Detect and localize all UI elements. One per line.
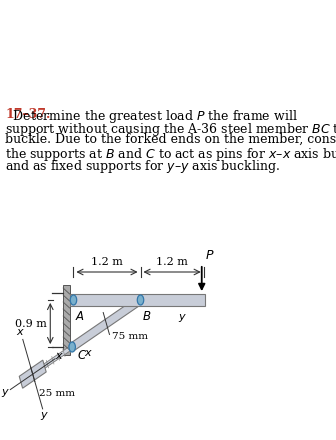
Text: $y$: $y$ (1, 387, 10, 399)
Polygon shape (71, 296, 142, 351)
Text: 25 mm: 25 mm (39, 389, 75, 398)
Text: the supports at $B$ and $C$ to act as pins for $x$–$x$ axis buckling: the supports at $B$ and $C$ to act as pi… (5, 146, 336, 162)
Text: 0.9 m: 0.9 m (15, 319, 47, 329)
Text: Determine the greatest load $P$ the frame will: Determine the greatest load $P$ the fram… (5, 108, 298, 125)
Text: $x$: $x$ (16, 327, 25, 337)
Text: $A$: $A$ (75, 310, 85, 323)
Circle shape (69, 342, 75, 352)
Text: 75 mm: 75 mm (112, 331, 148, 341)
Text: 17–37.: 17–37. (5, 108, 50, 121)
Text: 1.2 m: 1.2 m (91, 257, 123, 267)
Circle shape (137, 295, 144, 305)
Text: $B$: $B$ (142, 310, 152, 323)
Polygon shape (28, 345, 73, 379)
Text: $P$: $P$ (205, 249, 214, 262)
Text: $x$: $x$ (84, 348, 93, 358)
Text: 1.2 m: 1.2 m (156, 257, 188, 267)
Polygon shape (70, 294, 205, 306)
Text: and as fixed supports for $y$–$y$ axis buckling.: and as fixed supports for $y$–$y$ axis b… (5, 158, 280, 175)
Text: $C$: $C$ (77, 349, 87, 362)
Text: $y$: $y$ (178, 312, 187, 324)
Polygon shape (19, 360, 46, 388)
Circle shape (70, 295, 77, 305)
Polygon shape (63, 285, 70, 355)
Text: buckle. Due to the forked ends on the member, consider: buckle. Due to the forked ends on the me… (5, 133, 336, 146)
Text: support without causing the A-36 steel member $BC$ to: support without causing the A-36 steel m… (5, 121, 336, 137)
Text: $x$: $x$ (55, 351, 64, 360)
Text: $y$: $y$ (40, 410, 49, 422)
